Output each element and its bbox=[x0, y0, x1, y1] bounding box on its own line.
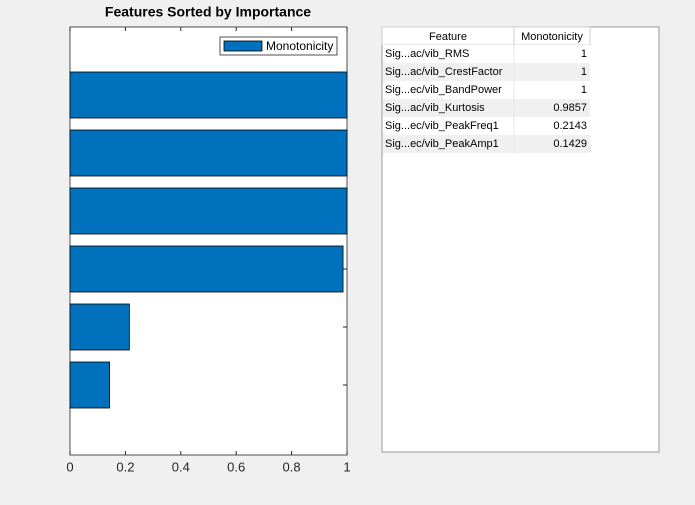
x-tick-label: 0.6 bbox=[227, 459, 245, 474]
table-row bbox=[383, 63, 590, 81]
bar bbox=[69, 361, 110, 409]
bar bbox=[69, 187, 348, 235]
value-cell: 1 bbox=[581, 66, 587, 78]
legend-swatch bbox=[223, 40, 263, 52]
bar bbox=[69, 129, 348, 177]
table-row bbox=[383, 99, 590, 117]
feature-cell: Sig...ec/vib_BandPower bbox=[385, 84, 502, 96]
x-tick-label: 0.2 bbox=[116, 459, 134, 474]
table-row bbox=[383, 135, 590, 153]
feature-cell: Sig...ac/vib_CrestFactor bbox=[385, 66, 503, 78]
bar bbox=[69, 71, 348, 119]
feature-cell: Sig...ac/vib_RMS bbox=[385, 48, 469, 60]
bar bbox=[69, 245, 344, 293]
value-cell: 1 bbox=[581, 48, 587, 60]
x-tick-label: 0.4 bbox=[172, 459, 190, 474]
header-label: Feature bbox=[429, 31, 467, 43]
legend-label: Monotonicity bbox=[266, 39, 333, 53]
bar bbox=[69, 303, 130, 351]
value-cell: 0.1429 bbox=[553, 138, 587, 150]
header-label: Monotonicity bbox=[521, 31, 583, 43]
value-cell: 1 bbox=[581, 84, 587, 96]
feature-cell: Sig...ec/vib_PeakFreq1 bbox=[385, 120, 499, 132]
value-cell: 0.2143 bbox=[553, 120, 587, 132]
table: Feature Monotonicity Sig...ac/vib_RMS 1 Sig.… bbox=[381, 26, 660, 453]
table-row bbox=[383, 81, 590, 99]
feature-cell: Sig...ac/vib_Kurtosis bbox=[385, 102, 485, 114]
table-row bbox=[383, 117, 590, 135]
value-cell: 0.9857 bbox=[553, 102, 587, 114]
chart-title: Features Sorted by Importance bbox=[105, 4, 311, 20]
x-tick-label: 0 bbox=[66, 459, 73, 474]
x-tick-label: 0.8 bbox=[283, 459, 301, 474]
feature-cell: Sig...ec/vib_PeakAmp1 bbox=[385, 138, 499, 150]
x-tick-label: 1 bbox=[343, 459, 350, 474]
table-row bbox=[383, 45, 590, 63]
